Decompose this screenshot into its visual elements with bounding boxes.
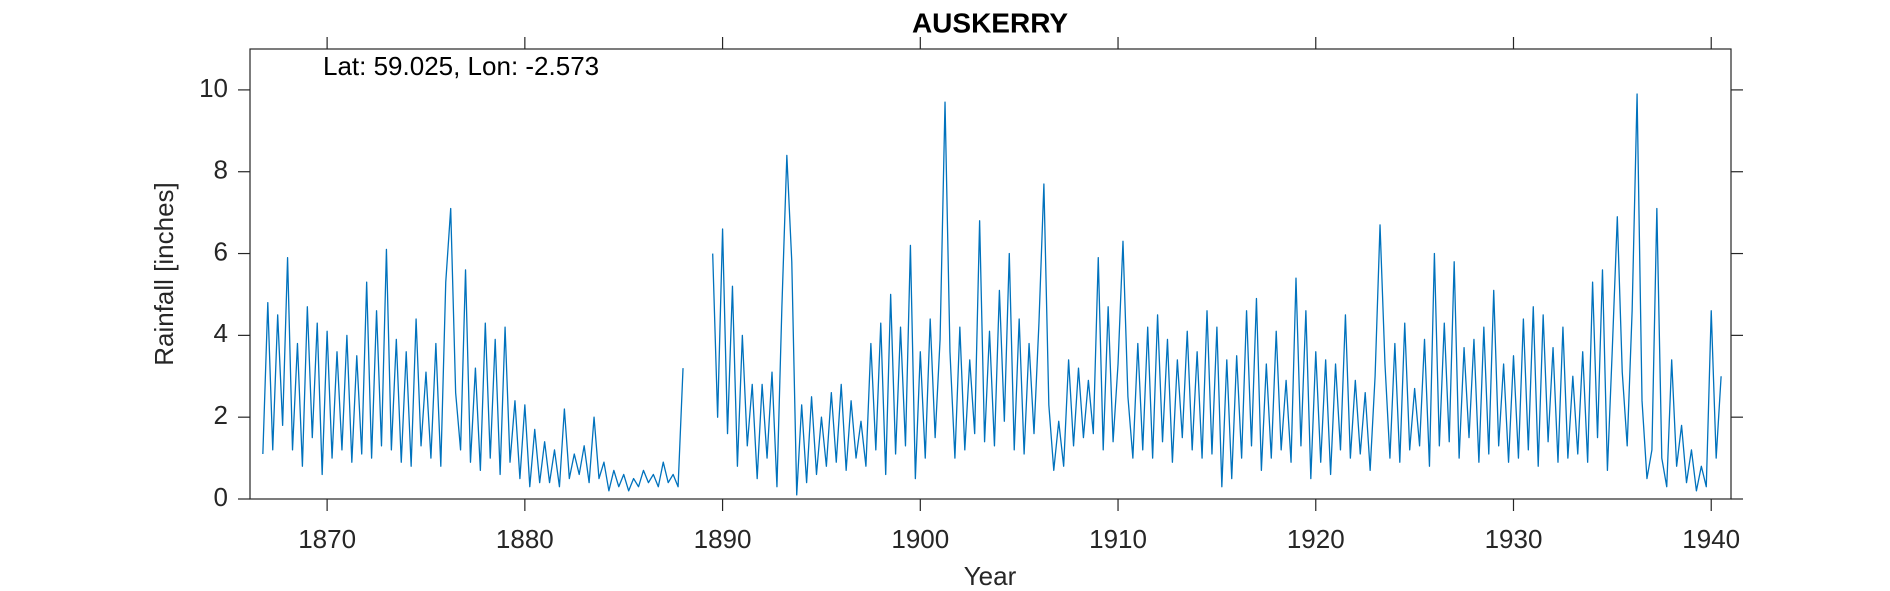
x-tick-label: 1870 xyxy=(298,524,356,554)
y-axis-label: Rainfall [inches] xyxy=(149,182,179,366)
x-tick-label: 1930 xyxy=(1485,524,1543,554)
y-tick-label: 8 xyxy=(214,155,228,185)
y-tick-label: 4 xyxy=(214,318,228,348)
y-tick-label: 10 xyxy=(199,73,228,103)
y-tick-label: 0 xyxy=(214,482,228,512)
axes-box xyxy=(249,48,1732,500)
rainfall-line xyxy=(262,93,1722,496)
x-tick-label: 1890 xyxy=(694,524,752,554)
x-tick-label: 1910 xyxy=(1089,524,1147,554)
chart-title: AUSKERRY xyxy=(912,7,1068,38)
x-tick-label: 1900 xyxy=(891,524,949,554)
x-tick-label: 1880 xyxy=(496,524,554,554)
y-tick-label: 2 xyxy=(214,400,228,430)
annotation: Lat: 59.025, Lon: -2.573 xyxy=(323,51,599,81)
x-tick-label: 1940 xyxy=(1682,524,1740,554)
x-axis-label: Year xyxy=(964,561,1017,591)
x-tick-label: 1920 xyxy=(1287,524,1345,554)
y-tick-label: 6 xyxy=(214,236,228,266)
